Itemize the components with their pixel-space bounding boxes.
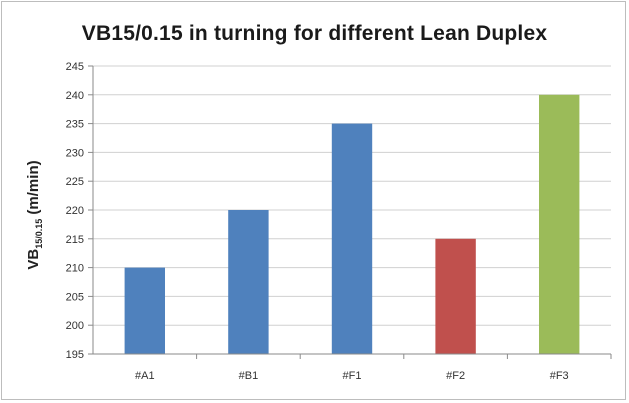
y-axis-label-unit: (m/min) xyxy=(25,160,42,218)
bar xyxy=(124,267,166,354)
x-tick-label: #F1 xyxy=(343,370,362,382)
bars xyxy=(124,94,580,355)
x-tick-label: #A1 xyxy=(135,370,155,382)
y-tick-label: 200 xyxy=(66,320,84,332)
y-tick-label: 215 xyxy=(66,234,84,246)
y-tick-label: 220 xyxy=(66,205,84,217)
y-tick-label: 240 xyxy=(66,90,84,102)
y-tick-label: 230 xyxy=(66,147,84,159)
y-axis-label-subscript: 15/0.15 xyxy=(34,219,44,249)
bar xyxy=(331,123,373,354)
y-tick-label: 195 xyxy=(66,349,84,361)
y-tick-labels: 195 200 205 210 215 220 225 230 235 240 245 xyxy=(66,61,84,361)
chart-title: VB15/0.15 in turning for different Lean … xyxy=(81,22,548,45)
bar xyxy=(435,238,476,354)
y-tick-label: 210 xyxy=(66,263,84,275)
x-tick-labels: #A1 #B1 #F1 #F2 #F3 xyxy=(135,370,569,382)
axes xyxy=(88,65,612,359)
y-axis-label-main: VB xyxy=(25,249,42,270)
y-tick-label: 225 xyxy=(66,176,84,188)
x-tick-label: #F2 xyxy=(446,370,465,382)
y-tick-label: 235 xyxy=(66,119,84,131)
bar xyxy=(228,210,269,354)
bar xyxy=(538,94,580,355)
y-axis-label: VB15/0.15 (m/min) xyxy=(25,160,44,269)
y-tick-label: 245 xyxy=(66,61,84,73)
x-tick-label: #B1 xyxy=(239,370,259,382)
x-tick-label: #F3 xyxy=(550,370,569,382)
y-tick-label: 205 xyxy=(66,291,84,303)
